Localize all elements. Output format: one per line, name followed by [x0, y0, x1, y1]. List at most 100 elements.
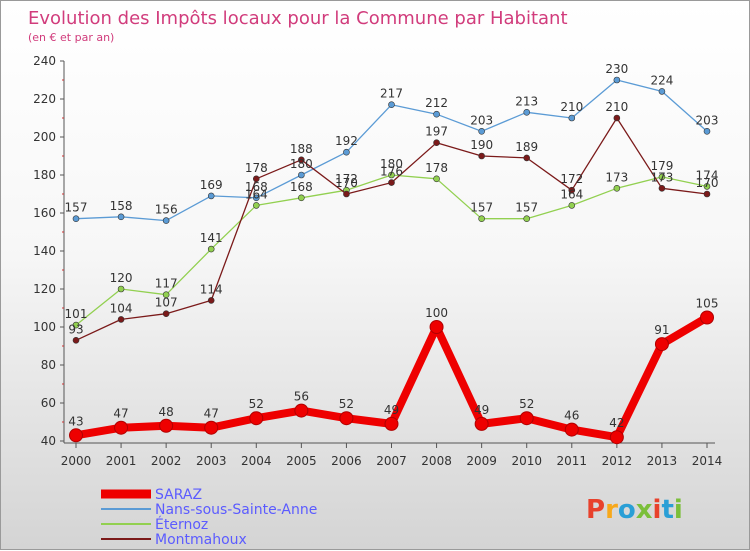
data-label: 47: [113, 407, 128, 421]
data-label: 173: [605, 170, 628, 184]
x-tick-label: 2005: [286, 454, 317, 468]
chart-subtitle: (en € et par an): [28, 31, 114, 44]
data-point: [388, 179, 395, 186]
data-point: [72, 215, 80, 222]
data-label: 190: [470, 138, 493, 152]
data-label: 210: [560, 100, 583, 114]
data-point: [658, 173, 666, 181]
data-point: [613, 76, 621, 84]
series-layer: [69, 76, 714, 445]
data-point: [388, 101, 395, 108]
data-label: 172: [560, 172, 583, 186]
data-label: 52: [519, 397, 534, 411]
data-point: [159, 418, 174, 433]
data-label: 170: [696, 176, 719, 190]
data-label: 168: [290, 180, 313, 194]
data-label: 170: [335, 176, 358, 190]
data-label: 43: [68, 414, 83, 428]
data-point: [523, 215, 531, 222]
data-label: 176: [380, 165, 403, 179]
data-point: [658, 185, 666, 192]
data-label: 178: [245, 161, 268, 175]
data-point: [207, 245, 215, 253]
data-label: 46: [564, 409, 579, 423]
data-label: 141: [200, 231, 223, 245]
data-label: 158: [110, 199, 133, 213]
data-point: [700, 310, 714, 325]
y-tick-label: 160: [33, 206, 56, 220]
x-tick-label: 2000: [61, 454, 92, 468]
axes: 40 60 80 100 120 140 160 180 200 220 240 2000 2001 20…: [33, 54, 722, 468]
y-tick-label: 200: [33, 130, 56, 144]
data-point: [519, 411, 534, 426]
data-label: 174: [696, 168, 719, 182]
data-point: [72, 336, 80, 344]
data-point: [162, 291, 170, 299]
data-point: [114, 420, 129, 435]
legend-label: Éternoz: [155, 516, 208, 533]
data-point: [613, 185, 621, 192]
y-tick-label: 60: [41, 396, 56, 410]
data-point: [69, 428, 83, 443]
data-point: [72, 321, 80, 329]
x-tick-label: 2011: [557, 454, 588, 468]
data-point: [343, 190, 350, 198]
data-label: 179: [650, 159, 673, 173]
data-label: 197: [425, 125, 448, 139]
data-label: 180: [380, 157, 403, 171]
legend-label: Montmahoux: [155, 532, 247, 548]
data-point: [433, 139, 440, 146]
data-point: [613, 114, 621, 122]
data-point: [298, 171, 305, 179]
data-label: 217: [380, 87, 403, 101]
data-label: 203: [470, 113, 493, 127]
data-point: [207, 192, 215, 200]
data-point: [568, 202, 576, 209]
data-label: 93: [68, 322, 83, 336]
legend: SARAZNans-sous-Sainte-AnneÉternozMontmah…: [101, 487, 317, 548]
data-point: [703, 183, 711, 190]
data-label: 49: [474, 403, 489, 417]
data-point: [609, 430, 624, 445]
x-tick-label: 2008: [421, 454, 452, 468]
data-point: [523, 109, 531, 116]
data-label: 117: [155, 277, 178, 291]
data-label: 203: [696, 113, 719, 127]
data-point: [384, 416, 399, 431]
data-point: [478, 215, 485, 222]
data-label: 91: [654, 323, 669, 337]
data-label: 42: [609, 416, 624, 430]
data-point: [478, 152, 485, 160]
data-label: 172: [335, 172, 358, 186]
data-point: [568, 114, 576, 122]
data-point: [654, 337, 669, 352]
data-label: 100: [425, 306, 448, 320]
x-tick-label: 2007: [376, 454, 407, 468]
data-point: [117, 285, 125, 293]
data-point: [252, 194, 260, 202]
data-point: [478, 128, 485, 135]
data-label: 189: [515, 140, 538, 154]
data-label: 188: [290, 142, 313, 156]
data-point: [162, 217, 170, 224]
data-label: 164: [245, 187, 268, 201]
legend-label: SARAZ: [155, 487, 202, 503]
data-point: [474, 416, 489, 431]
y-tick-label: 180: [33, 168, 56, 182]
data-label: 157: [65, 201, 88, 215]
data-label: 224: [650, 73, 673, 87]
y-tick-label: 120: [33, 282, 56, 296]
data-label: 56: [294, 390, 309, 404]
x-tick-label: 2013: [647, 454, 678, 468]
y-tick-label: 100: [33, 320, 56, 334]
x-tick-label: 2002: [151, 454, 182, 468]
data-label: 104: [110, 301, 133, 315]
data-point: [568, 186, 576, 194]
data-label: 157: [515, 201, 538, 215]
data-labels: 43 47 48 47 52 56 52 49 100 49 52 46 42 91 105 157 158 15…: [65, 62, 719, 430]
data-label: 178: [425, 161, 448, 175]
data-label: 49: [384, 403, 399, 417]
data-point: [117, 213, 125, 221]
